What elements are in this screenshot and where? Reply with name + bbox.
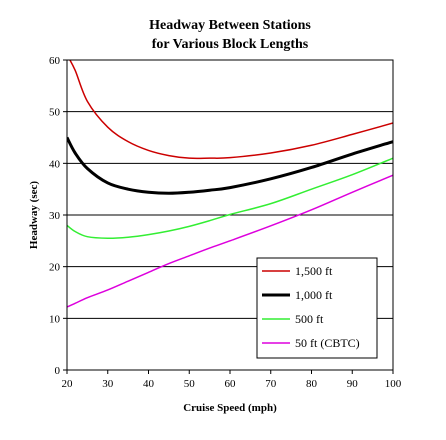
y-tick-label: 40 [49, 158, 61, 170]
legend-box [256, 257, 378, 359]
legend-label: 500 ft [295, 312, 324, 326]
legend: 1,500 ft 1,000 ft 500 ft 50 ft (CBTC) [256, 257, 378, 359]
y-tick-label: 30 [49, 210, 61, 222]
series-line-0 [69, 60, 393, 160]
x-tick-label: 20 [62, 378, 74, 390]
x-tick-label: 80 [306, 378, 318, 390]
x-tick-label: 50 [184, 378, 196, 390]
series-line-1 [67, 136, 393, 195]
y-tick-label: 10 [49, 313, 61, 325]
chart-subtitle: for Various Block Lengths [152, 37, 309, 52]
y-tick-label: 20 [49, 262, 61, 274]
y-tick-label: 60 [49, 55, 61, 67]
legend-label: 50 ft (CBTC) [295, 336, 360, 350]
x-tick-label: 100 [385, 378, 402, 390]
x-tick-label: 40 [143, 378, 155, 390]
x-tick-label: 70 [265, 378, 277, 390]
series-line-2 [67, 157, 393, 240]
axis-ticks: 0 10 20 30 40 50 60 20 30 40 50 60 70 80 90 100 [49, 55, 402, 390]
y-tick-label: 50 [49, 107, 61, 119]
series-line-3 [67, 174, 393, 308]
x-tick-label: 60 [225, 378, 237, 390]
chart-title: Headway Between Stations [149, 18, 311, 33]
x-tick-label: 90 [347, 378, 359, 390]
legend-label: 1,500 ft [295, 264, 333, 278]
series-lines [67, 60, 393, 308]
x-axis-label: Cruise Speed (mph) [183, 402, 277, 414]
legend-label: 1,000 ft [295, 288, 333, 302]
y-tick-label: 0 [55, 365, 61, 377]
x-tick-label: 30 [102, 378, 114, 390]
y-axis-label: Headway (sec) [28, 181, 40, 249]
